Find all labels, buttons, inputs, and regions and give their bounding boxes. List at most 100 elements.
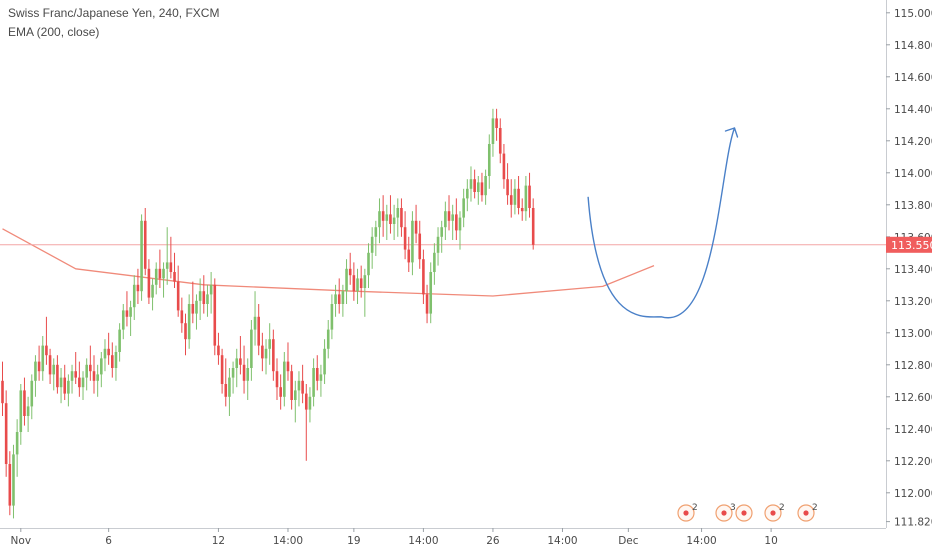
candle[interactable] — [480, 182, 484, 196]
candle[interactable] — [235, 358, 239, 368]
candle[interactable] — [451, 214, 454, 221]
candle[interactable] — [261, 345, 264, 359]
candle[interactable] — [414, 220, 418, 234]
candle[interactable] — [140, 220, 143, 292]
candle[interactable] — [396, 208, 400, 218]
candle[interactable] — [173, 272, 176, 282]
candle[interactable] — [45, 345, 48, 356]
candle[interactable] — [67, 380, 70, 394]
candle[interactable] — [147, 268, 151, 298]
candle[interactable] — [151, 284, 154, 298]
candle[interactable] — [111, 355, 114, 368]
candle[interactable] — [462, 198, 465, 218]
candle[interactable] — [264, 348, 268, 359]
candle[interactable] — [96, 374, 99, 381]
candle[interactable] — [132, 284, 136, 308]
candle[interactable] — [301, 380, 304, 394]
candle[interactable] — [107, 348, 110, 356]
candle[interactable] — [389, 214, 392, 224]
candle[interactable] — [239, 358, 242, 365]
candle[interactable] — [195, 300, 198, 314]
candle[interactable] — [330, 304, 334, 330]
candle[interactable] — [513, 188, 517, 205]
candle[interactable] — [154, 268, 158, 285]
candle[interactable] — [103, 348, 107, 359]
candle[interactable] — [1, 380, 4, 404]
candle[interactable] — [4, 403, 8, 464]
candle[interactable] — [206, 294, 209, 304]
candle[interactable] — [455, 214, 458, 231]
candle[interactable] — [297, 380, 301, 391]
candle[interactable] — [520, 208, 524, 212]
candle[interactable] — [370, 236, 374, 253]
candle[interactable] — [202, 291, 206, 304]
candle[interactable] — [315, 368, 319, 381]
candle[interactable] — [48, 355, 52, 375]
candle[interactable] — [81, 377, 85, 388]
candle[interactable] — [345, 268, 348, 292]
candle[interactable] — [484, 176, 487, 196]
candle[interactable] — [367, 252, 370, 276]
candle[interactable] — [341, 291, 345, 304]
candle[interactable] — [85, 364, 88, 378]
candle[interactable] — [491, 118, 495, 144]
candle[interactable] — [12, 454, 15, 506]
candle[interactable] — [180, 310, 184, 324]
candle[interactable] — [348, 268, 352, 276]
candle[interactable] — [458, 217, 462, 231]
candle[interactable] — [381, 211, 385, 221]
candle[interactable] — [220, 355, 224, 384]
plot-area[interactable] — [0, 0, 886, 528]
candle[interactable] — [469, 179, 473, 189]
candle[interactable] — [176, 281, 180, 311]
candle[interactable] — [15, 432, 19, 455]
candle[interactable] — [242, 364, 246, 381]
candle[interactable] — [283, 361, 286, 397]
candle[interactable] — [121, 310, 125, 330]
projection-arrow[interactable] — [587, 127, 736, 319]
candle[interactable] — [359, 278, 363, 288]
candle[interactable] — [509, 195, 513, 205]
candle[interactable] — [275, 371, 279, 388]
candle[interactable] — [92, 371, 96, 381]
candle[interactable] — [279, 387, 282, 397]
candle[interactable] — [392, 217, 396, 224]
candle[interactable] — [228, 377, 231, 397]
candle[interactable] — [268, 339, 271, 349]
candle[interactable] — [444, 211, 447, 228]
candle[interactable] — [118, 329, 121, 352]
candle[interactable] — [487, 144, 491, 176]
candle[interactable] — [184, 323, 187, 340]
candle[interactable] — [52, 364, 56, 375]
candle[interactable] — [286, 361, 290, 372]
candle[interactable] — [506, 179, 509, 196]
candle[interactable] — [411, 220, 414, 263]
candle[interactable] — [429, 272, 433, 314]
candle[interactable] — [495, 118, 498, 128]
last-price-tag[interactable] — [886, 236, 932, 253]
candle[interactable] — [502, 153, 506, 180]
candle[interactable] — [129, 307, 132, 317]
candle[interactable] — [531, 208, 535, 245]
candle[interactable] — [231, 368, 235, 378]
candle[interactable] — [334, 294, 337, 304]
candle[interactable] — [63, 377, 67, 394]
candle[interactable] — [8, 464, 12, 506]
candle[interactable] — [473, 179, 476, 192]
candle[interactable] — [403, 227, 407, 250]
candle[interactable] — [59, 377, 63, 388]
candle[interactable] — [352, 275, 356, 292]
candle[interactable] — [312, 368, 315, 397]
candle[interactable] — [422, 259, 425, 295]
candle[interactable] — [319, 374, 323, 381]
candle[interactable] — [114, 352, 118, 368]
candle[interactable] — [253, 316, 257, 330]
candle[interactable] — [418, 233, 422, 260]
candle[interactable] — [517, 188, 520, 208]
candle[interactable] — [308, 396, 312, 410]
candle[interactable] — [89, 364, 92, 372]
candle[interactable] — [498, 128, 502, 154]
candle[interactable] — [78, 377, 81, 388]
candle[interactable] — [466, 188, 469, 199]
